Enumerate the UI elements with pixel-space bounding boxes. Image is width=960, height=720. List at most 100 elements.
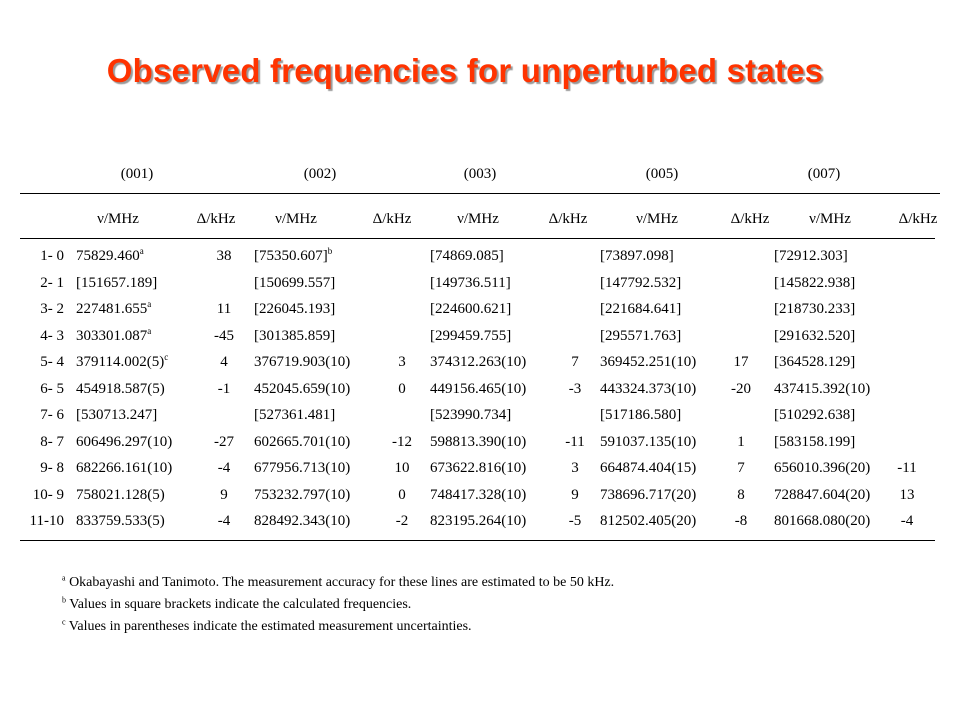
frequency-text: [151657.189] [76, 274, 158, 291]
frequency-text: 303301.087 [76, 327, 148, 344]
column-header-delta: Δ/kHz [730, 211, 770, 227]
frequency-text: 677956.713(10) [254, 460, 351, 476]
delta-value: 17 [733, 354, 749, 370]
footnote-text: Values in square brackets indicate the c… [66, 597, 412, 612]
frequency-value: 677956.713(10) [254, 459, 350, 477]
footnote-mark: b [62, 595, 66, 605]
frequency-text: 379114.002(5) [76, 354, 165, 370]
frequency-value: 591037.135(10) [600, 433, 696, 451]
frequency-text: 376719.903(10) [254, 354, 351, 370]
footnote-marker: c [164, 352, 169, 362]
delta-value: 0 [398, 380, 406, 397]
delta-value: -2 [395, 513, 409, 529]
frequency-text: 664874.404(15) [600, 460, 697, 476]
frequency-text: 454918.587(5) [76, 380, 165, 397]
frequency-value: 753232.797(10) [254, 486, 350, 504]
column-header-frequency: ν/MHz [457, 211, 499, 227]
frequency-text: [517186.580] [600, 407, 682, 423]
delta-value: 1 [737, 433, 745, 450]
delta-value: -4 [900, 513, 914, 529]
row-label: 6- 5 [40, 380, 64, 397]
frequency-value: [583158.199] [774, 433, 855, 451]
footnote-mark: c [62, 617, 66, 627]
row-label: 8- 7 [40, 433, 64, 450]
frequency-text: 602665.701(10) [254, 433, 351, 450]
delta-value: -11 [897, 460, 917, 476]
delta-value: 11 [216, 301, 232, 317]
delta-value: -20 [731, 380, 751, 397]
delta-value: 8 [737, 486, 745, 503]
row-label: 5- 4 [40, 354, 64, 370]
frequency-value: 812502.405(20) [600, 512, 696, 530]
frequency-value: 748417.328(10) [430, 486, 526, 504]
frequency-text: 449156.465(10) [430, 380, 527, 397]
delta-value: 7 [571, 354, 579, 370]
footnote: b Values in square brackets indicate the… [62, 596, 411, 613]
frequency-value: 602665.701(10) [254, 433, 350, 451]
frequency-text: 75829.460 [76, 248, 140, 264]
frequency-value: 376719.903(10) [254, 353, 350, 371]
frequency-value: 801668.080(20) [774, 512, 870, 530]
delta-value: -12 [392, 433, 412, 450]
frequency-value: 828492.343(10) [254, 512, 350, 530]
frequency-value: 758021.128(5) [76, 486, 165, 504]
frequency-text: 753232.797(10) [254, 486, 351, 503]
frequency-text: 452045.659(10) [254, 380, 351, 397]
frequency-text: [73897.098] [600, 248, 674, 264]
frequency-text: 758021.128(5) [76, 486, 165, 503]
footnote: c Values in parentheses indicate the est… [62, 618, 472, 635]
footnote-mark: a [62, 573, 66, 583]
frequency-value: 606496.297(10) [76, 433, 172, 451]
frequency-value: [301385.859] [254, 327, 335, 345]
group-header: (002) [303, 166, 337, 182]
frequency-value: 437415.392(10) [774, 380, 870, 398]
column-header-frequency: ν/MHz [636, 211, 678, 227]
frequency-text: [74869.085] [430, 248, 504, 264]
column-header-delta: Δ/kHz [548, 211, 588, 227]
frequency-value: 656010.396(20) [774, 459, 870, 477]
delta-value: 4 [220, 354, 228, 370]
frequency-text: 598813.390(10) [430, 433, 527, 450]
footnote-marker: a [147, 299, 152, 309]
frequency-value: 443324.373(10) [600, 380, 696, 398]
delta-value: -45 [214, 327, 234, 344]
row-label: 7- 6 [40, 407, 64, 423]
delta-value: -3 [568, 380, 582, 397]
frequency-value: [150699.557] [254, 274, 335, 292]
frequency-value: [218730.233] [774, 300, 855, 318]
delta-value: 3 [571, 460, 579, 476]
frequency-text: [224600.621] [430, 301, 512, 317]
delta-value: -4 [217, 460, 231, 476]
frequency-text: 606496.297(10) [76, 433, 173, 450]
frequency-text: [530713.247] [76, 407, 158, 423]
column-header-delta: Δ/kHz [372, 211, 412, 227]
delta-value: -1 [217, 380, 231, 397]
frequency-text: [147792.532] [600, 274, 682, 291]
frequency-value: 379114.002(5)c [76, 353, 168, 371]
frequency-value: 452045.659(10) [254, 380, 350, 398]
delta-value: -5 [568, 513, 582, 529]
frequency-value: [149736.511] [430, 274, 511, 292]
frequency-value: [221684.641] [600, 300, 681, 318]
frequency-value: 369452.251(10) [600, 353, 696, 371]
frequency-text: 748417.328(10) [430, 486, 527, 503]
frequency-value: [226045.193] [254, 300, 335, 318]
frequency-text: [218730.233] [774, 301, 856, 317]
frequency-value: 673622.816(10) [430, 459, 526, 477]
frequency-text: 673622.816(10) [430, 460, 527, 476]
delta-value: 3 [398, 354, 406, 370]
delta-value: 9 [220, 486, 228, 503]
frequency-value: [224600.621] [430, 300, 511, 318]
delta-value: 7 [737, 460, 745, 476]
frequency-value: [364528.129] [774, 353, 855, 371]
row-label: 3- 2 [40, 301, 64, 317]
frequency-value: [517186.580] [600, 406, 681, 424]
frequency-text: 828492.343(10) [254, 513, 351, 529]
frequency-text: [226045.193] [254, 301, 336, 317]
frequency-value: 449156.465(10) [430, 380, 526, 398]
frequency-value: 303301.087a [76, 326, 151, 345]
group-header: (001) [120, 166, 154, 182]
frequency-text: 682266.161(10) [76, 460, 173, 476]
frequency-text: 656010.396(20) [774, 460, 871, 476]
footnote-text: Values in parentheses indicate the estim… [65, 619, 472, 634]
